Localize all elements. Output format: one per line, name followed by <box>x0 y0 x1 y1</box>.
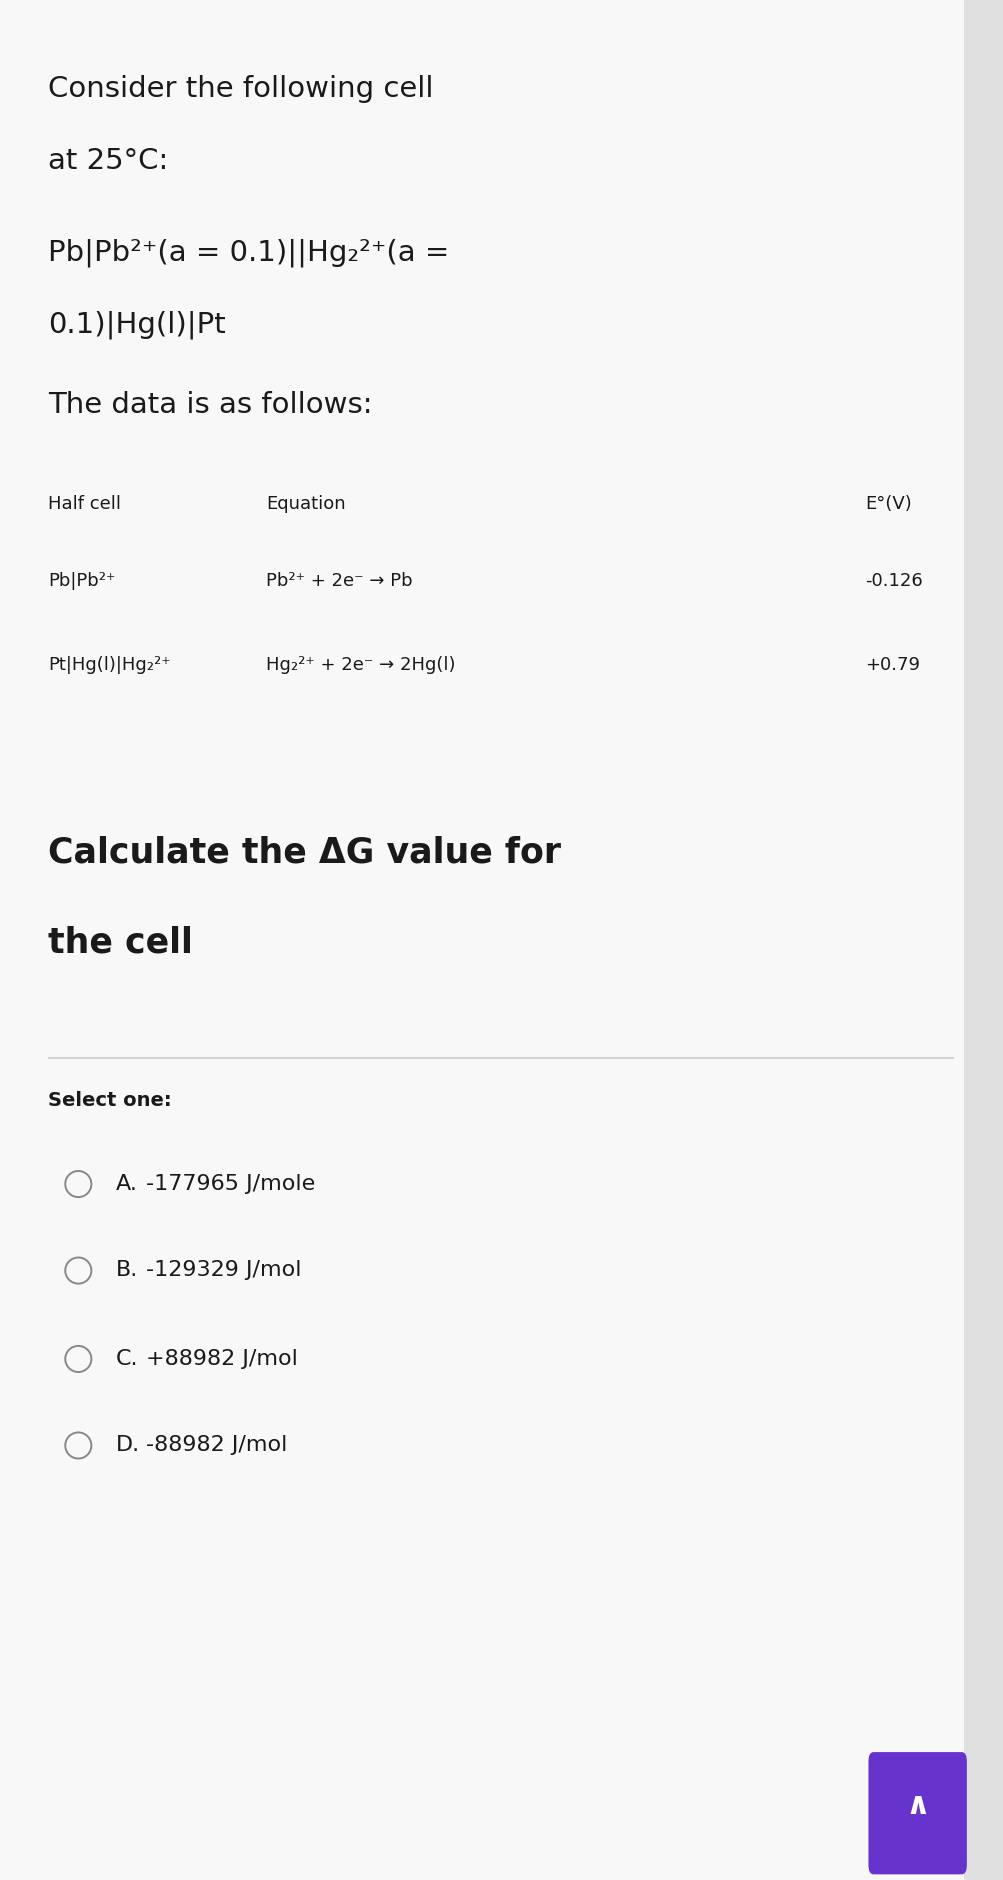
Text: C.: C. <box>115 1348 137 1369</box>
FancyBboxPatch shape <box>868 1752 966 1874</box>
Text: D.: D. <box>115 1434 139 1455</box>
Text: Consider the following cell: Consider the following cell <box>48 75 433 103</box>
Text: Pb|Pb²⁺: Pb|Pb²⁺ <box>48 572 115 590</box>
FancyBboxPatch shape <box>963 0 1003 1880</box>
Text: -0.126: -0.126 <box>865 572 923 590</box>
Text: The data is as follows:: The data is as follows: <box>48 391 372 419</box>
Text: 0.1)|Hg(l)|Pt: 0.1)|Hg(l)|Pt <box>48 310 226 338</box>
Text: -177965 J/mole: -177965 J/mole <box>145 1173 315 1194</box>
Text: Pb²⁺ + 2e⁻ → Pb: Pb²⁺ + 2e⁻ → Pb <box>266 572 412 590</box>
Text: Half cell: Half cell <box>48 494 121 513</box>
Text: at 25°C:: at 25°C: <box>48 147 169 175</box>
Text: -129329 J/mol: -129329 J/mol <box>145 1260 301 1280</box>
Text: E°(V): E°(V) <box>865 494 912 513</box>
Text: +0.79: +0.79 <box>865 656 920 675</box>
Text: A.: A. <box>115 1173 137 1194</box>
Text: Pb|Pb²⁺(a = 0.1)||Hg₂²⁺(a =: Pb|Pb²⁺(a = 0.1)||Hg₂²⁺(a = <box>48 239 449 267</box>
Text: the cell: the cell <box>48 925 193 959</box>
Text: Equation: Equation <box>266 494 345 513</box>
Text: -88982 J/mol: -88982 J/mol <box>145 1434 287 1455</box>
Text: +88982 J/mol: +88982 J/mol <box>145 1348 297 1369</box>
Text: B.: B. <box>115 1260 137 1280</box>
Text: Pt|Hg(l)|Hg₂²⁺: Pt|Hg(l)|Hg₂²⁺ <box>48 656 171 675</box>
Text: Calculate the ΔG value for: Calculate the ΔG value for <box>48 835 561 869</box>
Text: Select one:: Select one: <box>48 1090 172 1109</box>
Text: ∧: ∧ <box>905 1790 929 1820</box>
Text: Hg₂²⁺ + 2e⁻ → 2Hg(l): Hg₂²⁺ + 2e⁻ → 2Hg(l) <box>266 656 455 675</box>
